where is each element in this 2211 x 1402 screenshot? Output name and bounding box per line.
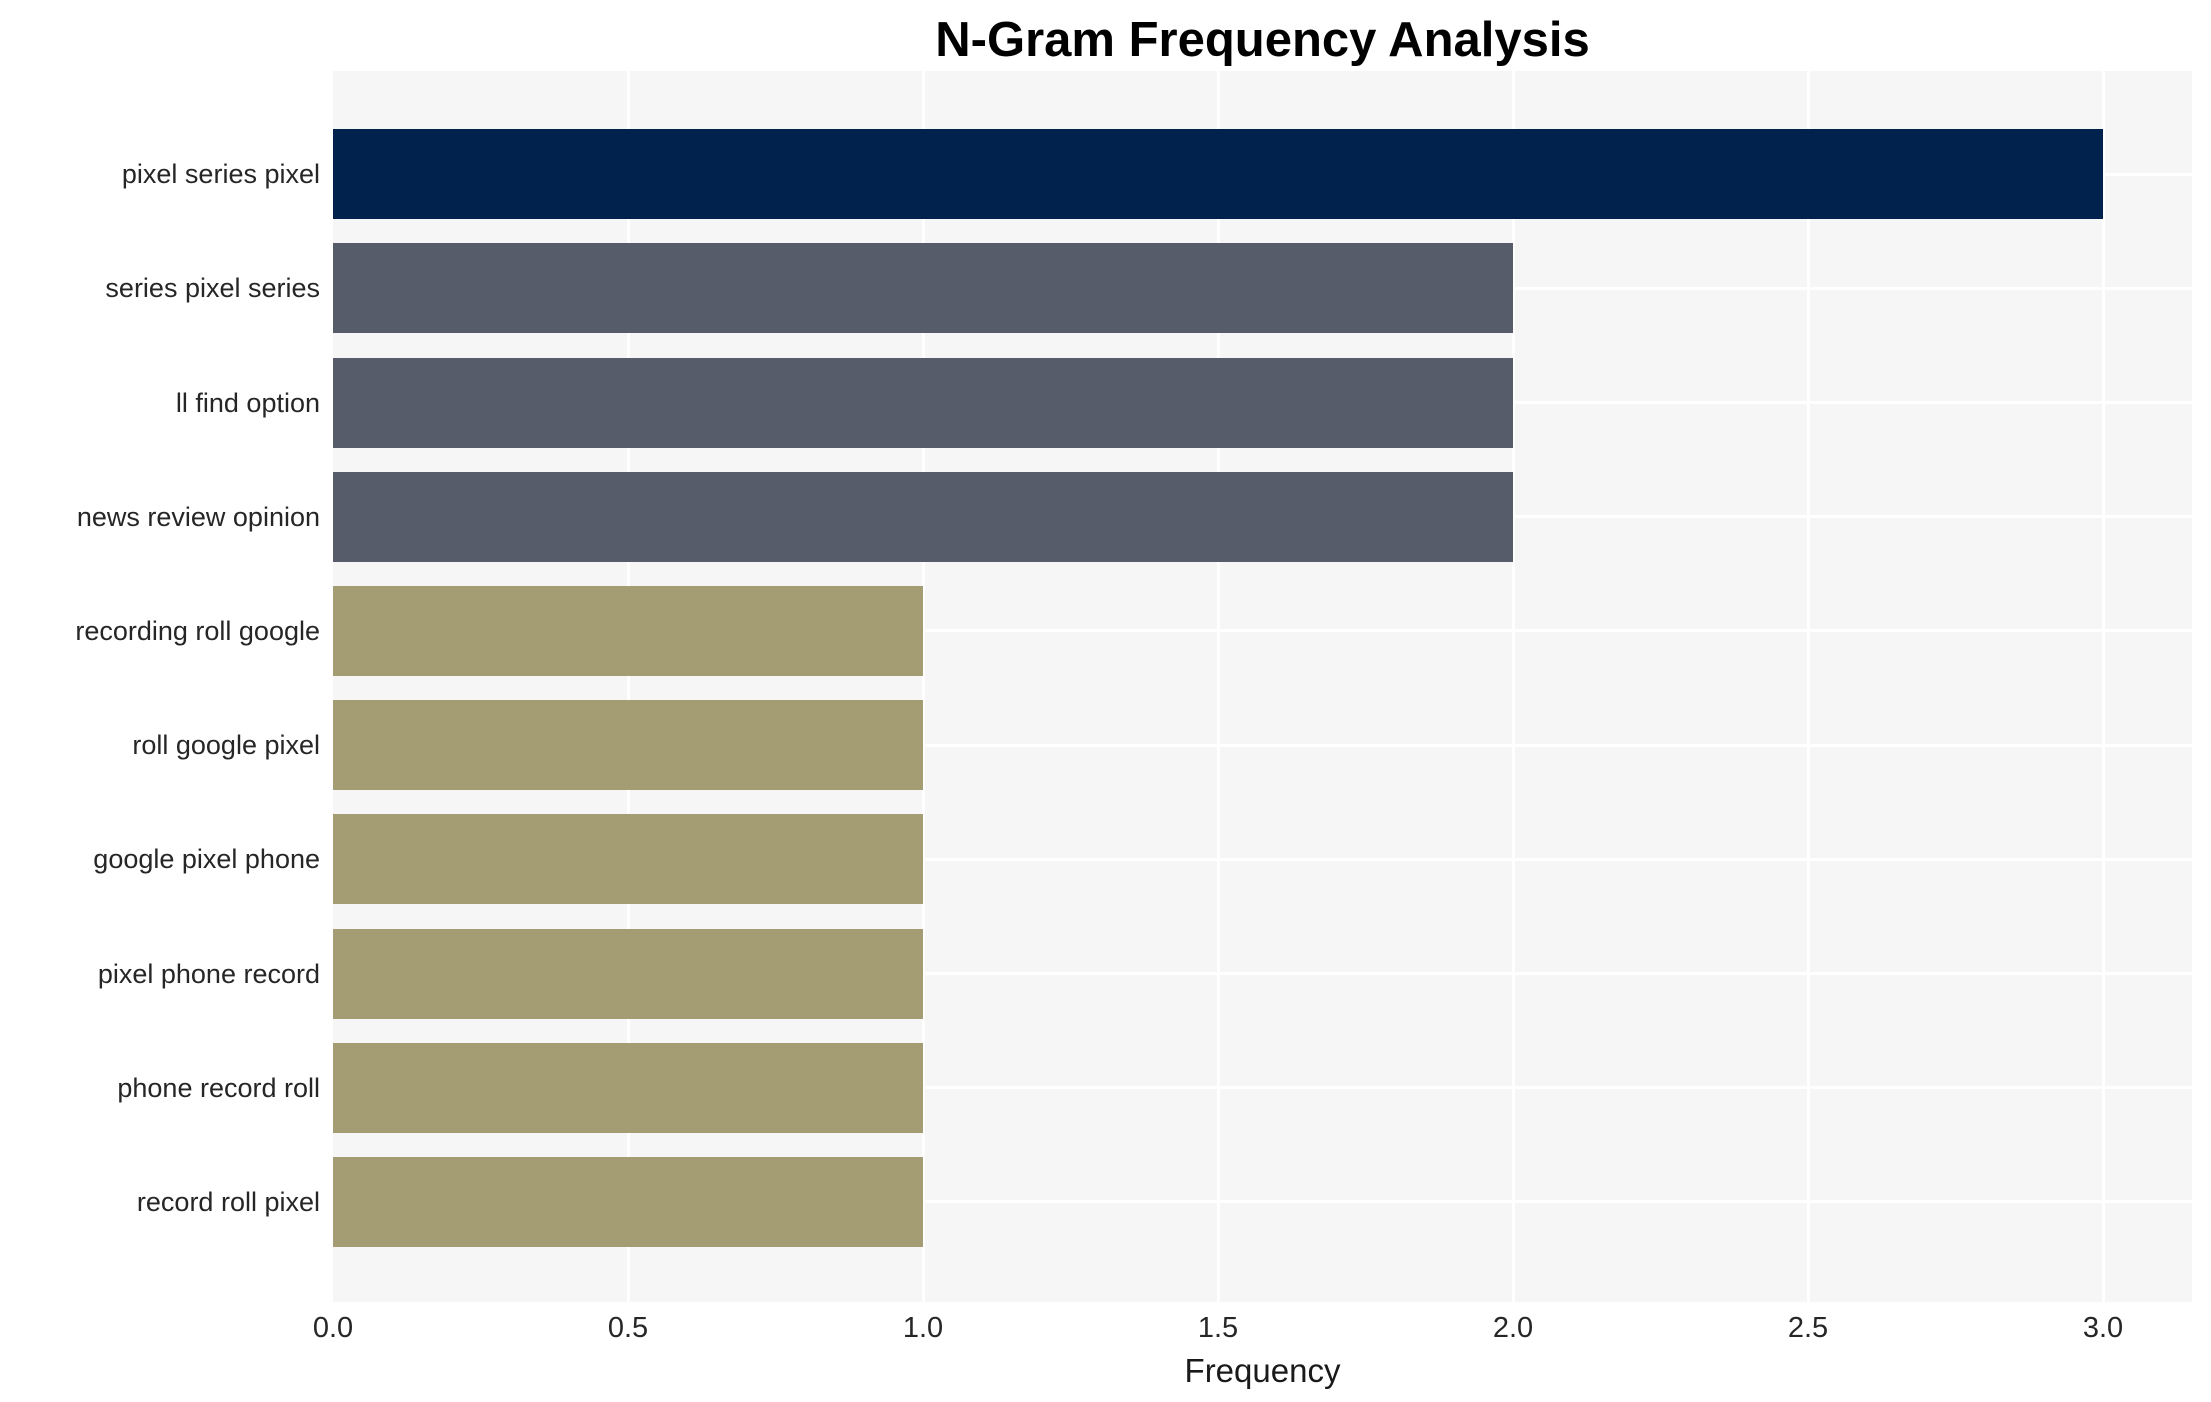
y-tick-label: ll find option: [175, 388, 320, 418]
y-tick-label: google pixel phone: [93, 844, 320, 874]
bar: [333, 586, 923, 676]
x-axis-label: Frequency: [1184, 1352, 1341, 1389]
x-tick-label: 0.5: [607, 1312, 649, 1344]
bar: [333, 243, 1513, 333]
x-tick-label: 3.0: [2082, 1312, 2124, 1344]
y-tick-label: recording roll google: [75, 616, 320, 646]
v-gridline: [627, 71, 630, 1302]
v-gridline: [1512, 71, 1515, 1302]
x-tick-label: 1.0: [902, 1312, 944, 1344]
h-gridline: [333, 744, 2192, 747]
v-gridline: [1217, 71, 1220, 1302]
x-axis-ticks: 0.0 0.5 1.0 1.5 2.0 2.5 3.0: [0, 1312, 2211, 1348]
h-gridline: [333, 858, 2192, 861]
bar: [333, 358, 1513, 448]
v-gridline: [1807, 71, 1810, 1302]
y-tick-label: pixel phone record: [97, 959, 320, 989]
chart-title: N-Gram Frequency Analysis: [935, 13, 1590, 67]
v-gridline: [2102, 71, 2105, 1302]
y-tick-label: pixel series pixel: [121, 159, 320, 189]
plot-area: [333, 71, 2192, 1302]
bar: [333, 1043, 923, 1133]
y-tick-label: news review opinion: [76, 502, 320, 532]
bar: [333, 472, 1513, 562]
y-axis-labels: pixel series pixel series pixel series ll …: [0, 71, 320, 1302]
bar: [333, 129, 2103, 219]
x-tick-label: 2.5: [1787, 1312, 1829, 1344]
x-tick-label: 0.0: [312, 1312, 354, 1344]
h-gridline: [333, 1086, 2192, 1089]
h-gridline: [333, 1200, 2192, 1203]
y-tick-label: phone record roll: [117, 1073, 320, 1103]
y-tick-label: record roll pixel: [136, 1187, 320, 1217]
y-tick-label: series pixel series: [105, 273, 320, 303]
bar: [333, 1157, 923, 1247]
bar: [333, 929, 923, 1019]
y-tick-label: roll google pixel: [132, 730, 320, 760]
x-tick-label: 1.5: [1197, 1312, 1239, 1344]
bar: [333, 700, 923, 790]
v-gridline: [922, 71, 925, 1302]
h-gridline: [333, 972, 2192, 975]
x-tick-label: 2.0: [1492, 1312, 1534, 1344]
bar: [333, 814, 923, 904]
h-gridline: [333, 629, 2192, 632]
